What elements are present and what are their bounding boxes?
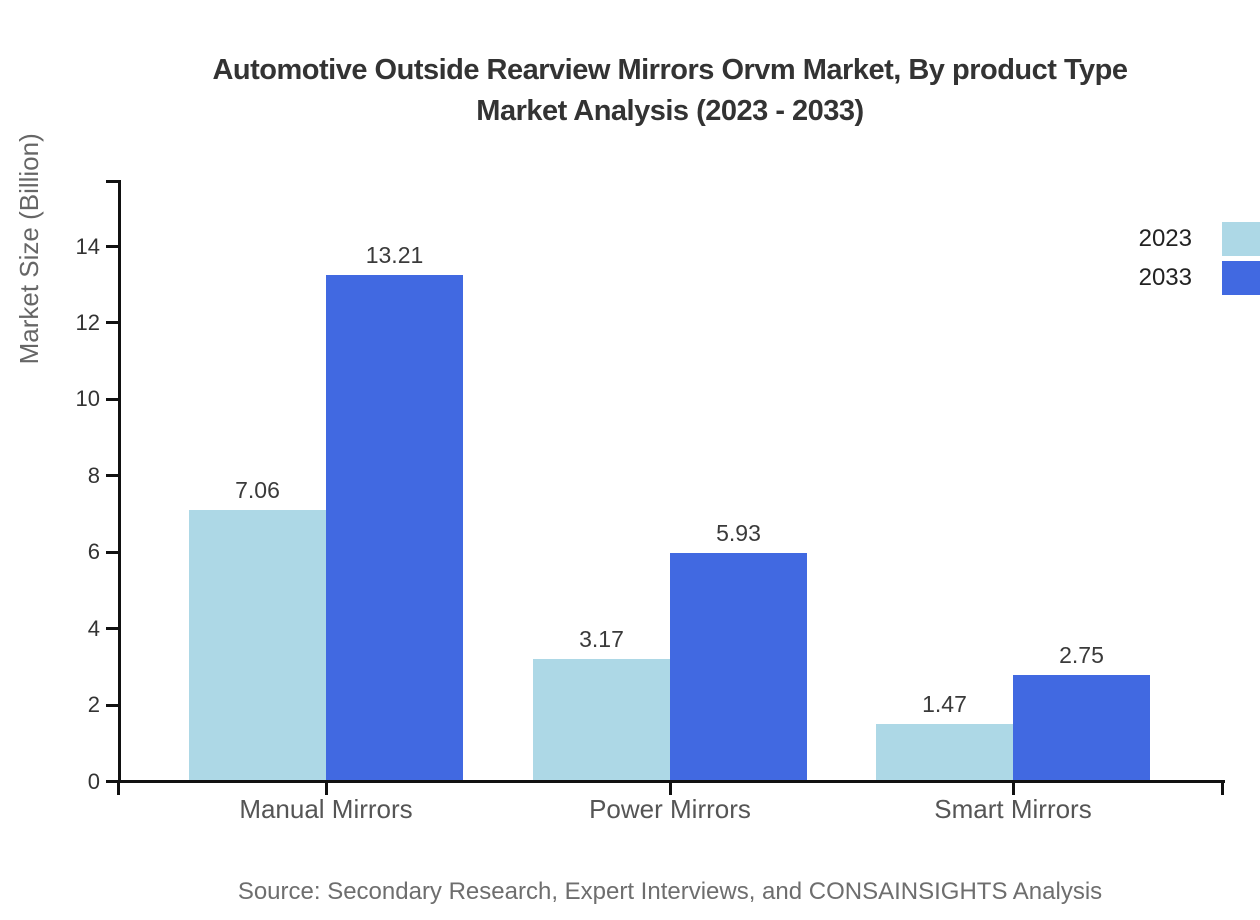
y-tick-mark: [106, 780, 118, 783]
y-tick-label: 0: [87, 768, 100, 794]
legend-item-2023: 2023: [1139, 222, 1260, 256]
x-tick-mark: [1220, 783, 1224, 795]
y-tick-label: 12: [75, 309, 100, 335]
bar-2033-manual-mirrors: [326, 275, 463, 780]
legend-item-2033: 2033: [1139, 261, 1260, 295]
bar-2033-smart-mirrors: [1013, 674, 1150, 780]
x-tick-mark: [116, 783, 120, 795]
y-tick-mark: [106, 397, 118, 401]
legend-swatch-2033: [1222, 261, 1260, 295]
category-label-manual-mirrors: Manual Mirrors: [239, 794, 413, 824]
x-tick-mark: [668, 783, 672, 795]
category-label-power-mirrors: Power Mirrors: [589, 794, 751, 824]
chart-title: Automotive Outside Rearview Mirrors Orvm…: [80, 50, 1260, 132]
chart-title-line1: Automotive Outside Rearview Mirrors Orvm…: [212, 54, 1128, 86]
bar-value-label: 1.47: [922, 690, 967, 717]
y-tick-mark: [106, 321, 118, 325]
source-note: Source: Secondary Research, Expert Inter…: [237, 878, 1103, 905]
y-tick-label: 2: [87, 692, 100, 718]
x-tick-mark: [324, 783, 328, 795]
bar-2023-power-mirrors: [533, 658, 670, 780]
y-tick-mark: [106, 627, 118, 631]
bar-2033-power-mirrors: [670, 553, 807, 780]
y-tick-label: 14: [75, 233, 100, 259]
y-axis-spine: [118, 180, 121, 783]
y-tick-mark: [106, 245, 118, 248]
bar-2023-manual-mirrors: [189, 510, 326, 780]
y-tick-mark: [106, 703, 118, 707]
legend-swatch-2023: [1222, 222, 1260, 256]
legend-label-2023: 2023: [1138, 225, 1192, 252]
y-tick-mark: [106, 550, 118, 554]
y-tick-label: 8: [87, 462, 100, 488]
bar-value-label: 3.17: [579, 625, 624, 652]
y-tick-label: 4: [87, 615, 100, 641]
bar-2023-smart-mirrors: [876, 723, 1013, 780]
bar-value-label: 2.75: [1059, 641, 1104, 668]
y-tick-label: 6: [87, 539, 100, 565]
y-tick-label: 10: [75, 386, 100, 412]
legend: 2023 2033: [1139, 222, 1260, 300]
bar-value-label: 13.21: [365, 242, 424, 269]
bar-value-label: 5.93: [716, 520, 761, 547]
x-tick-mark: [1011, 783, 1015, 795]
category-label-smart-mirrors: Smart Mirrors: [934, 794, 1092, 824]
y-axis-end-cap: [106, 180, 118, 183]
y-tick-mark: [106, 474, 118, 478]
x-axis-spine: [118, 780, 1225, 783]
chart-title-line2: Market Analysis (2023 - 2033): [476, 95, 864, 127]
bar-value-label: 7.06: [235, 477, 280, 504]
legend-label-2033: 2033: [1138, 264, 1192, 291]
